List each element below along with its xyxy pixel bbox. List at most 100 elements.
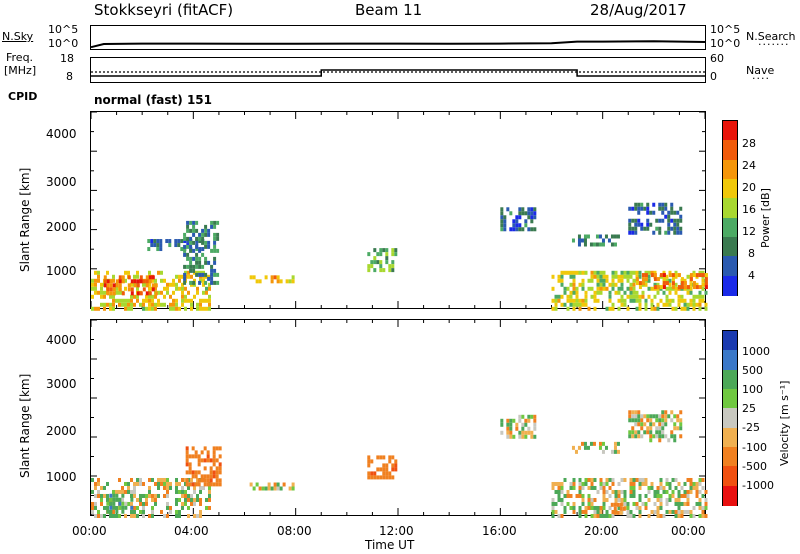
power-cell xyxy=(385,256,389,261)
power-cell xyxy=(109,294,112,299)
velocity-cell xyxy=(163,485,166,490)
power-cell xyxy=(370,260,374,265)
velocity-cell xyxy=(661,414,665,419)
power-cell xyxy=(124,298,127,303)
power-cell xyxy=(189,260,193,265)
velocity-cell xyxy=(626,505,630,510)
velocity-cell xyxy=(124,489,127,494)
power-cell xyxy=(530,227,534,232)
power-cell xyxy=(578,270,582,275)
velocity-cell xyxy=(673,434,677,439)
velocity-cell xyxy=(640,426,644,431)
velocity-cell xyxy=(185,478,189,483)
power-cell xyxy=(202,290,205,295)
velocity-cell xyxy=(145,501,148,506)
power-cell xyxy=(551,298,555,303)
power-cell xyxy=(204,256,208,261)
power-cell xyxy=(578,302,582,307)
velocity-cell xyxy=(166,493,169,498)
power-cell xyxy=(671,298,675,303)
power-cell xyxy=(258,279,262,284)
velocity-cell xyxy=(637,422,641,427)
power-cell xyxy=(572,302,576,307)
power-cell xyxy=(202,282,205,287)
velocity-cell xyxy=(655,430,659,435)
power-cell xyxy=(644,270,648,275)
velocity-cell xyxy=(97,477,100,482)
xtick-1: 04:00 xyxy=(174,524,209,538)
velocity-cell xyxy=(664,414,668,419)
velocity-cell xyxy=(670,410,674,415)
velocity-cell xyxy=(655,414,659,419)
power-cell xyxy=(595,242,599,247)
power-cell xyxy=(94,282,97,287)
velocity-cell xyxy=(631,426,635,431)
velocity-cell xyxy=(592,441,596,446)
power-cell xyxy=(213,240,217,245)
velocity-cell xyxy=(701,509,705,514)
velocity-cell xyxy=(638,509,642,514)
power-cell xyxy=(139,275,143,280)
power-cell xyxy=(647,294,651,299)
power-cell xyxy=(641,277,645,282)
power-cell xyxy=(674,282,678,287)
power-cell xyxy=(184,306,187,311)
power-cell xyxy=(595,234,599,239)
velocity-cell xyxy=(115,509,119,514)
velocity-cell xyxy=(506,418,510,423)
velocity-cell xyxy=(596,505,600,510)
power-cell xyxy=(676,210,680,215)
velocity-cell xyxy=(215,478,219,483)
power-cell xyxy=(629,282,633,287)
velocity-cell xyxy=(212,482,216,487)
velocity-cell xyxy=(181,485,184,490)
velocity-cell xyxy=(115,505,118,510)
power-cell xyxy=(285,279,289,284)
velocity-cell xyxy=(674,501,678,506)
power-cb-tick-24: 24 xyxy=(742,159,756,172)
velocity-cell xyxy=(674,485,678,490)
power-cell xyxy=(698,270,702,275)
power-cell xyxy=(695,273,699,278)
power-cell xyxy=(388,268,392,273)
power-cell xyxy=(680,298,684,303)
power-cell xyxy=(638,306,642,311)
velocity-cell xyxy=(118,513,121,518)
power-cell xyxy=(590,270,594,275)
velocity-cell xyxy=(509,434,513,439)
power-cell xyxy=(172,278,175,283)
power-cell xyxy=(207,228,211,233)
velocity-cell xyxy=(581,497,585,502)
colorbar-segment xyxy=(723,408,737,429)
power-cell xyxy=(379,252,383,257)
power-cell xyxy=(620,286,624,291)
velocity-cell xyxy=(701,493,705,498)
velocity-cell xyxy=(616,441,620,446)
power-cell xyxy=(649,210,653,215)
power-cell xyxy=(255,279,259,284)
power-cell xyxy=(634,202,638,207)
power-cell xyxy=(643,226,647,231)
power-cell xyxy=(145,306,148,311)
power-cell xyxy=(584,294,588,299)
velocity-cell xyxy=(586,445,590,450)
power-cell xyxy=(174,243,178,248)
power-cell xyxy=(115,283,119,288)
power-cell xyxy=(515,223,519,228)
velocity-cell xyxy=(506,430,510,435)
power-cell xyxy=(620,298,624,303)
velocity-cell xyxy=(664,422,668,427)
power-cell xyxy=(183,280,187,285)
power-cell xyxy=(560,270,564,275)
velocity-cell xyxy=(139,481,142,486)
power-cell xyxy=(698,285,702,290)
velocity-cell xyxy=(557,481,561,486)
velocity-cell xyxy=(617,505,621,510)
velocity-cell xyxy=(188,462,192,467)
velocity-cell xyxy=(142,505,145,510)
velocity-cell xyxy=(169,485,172,490)
velocity-cell xyxy=(572,485,576,490)
velocity-cell xyxy=(677,481,681,486)
velocity-ytick-2000: 2000 xyxy=(46,424,77,438)
power-cell xyxy=(524,211,528,216)
